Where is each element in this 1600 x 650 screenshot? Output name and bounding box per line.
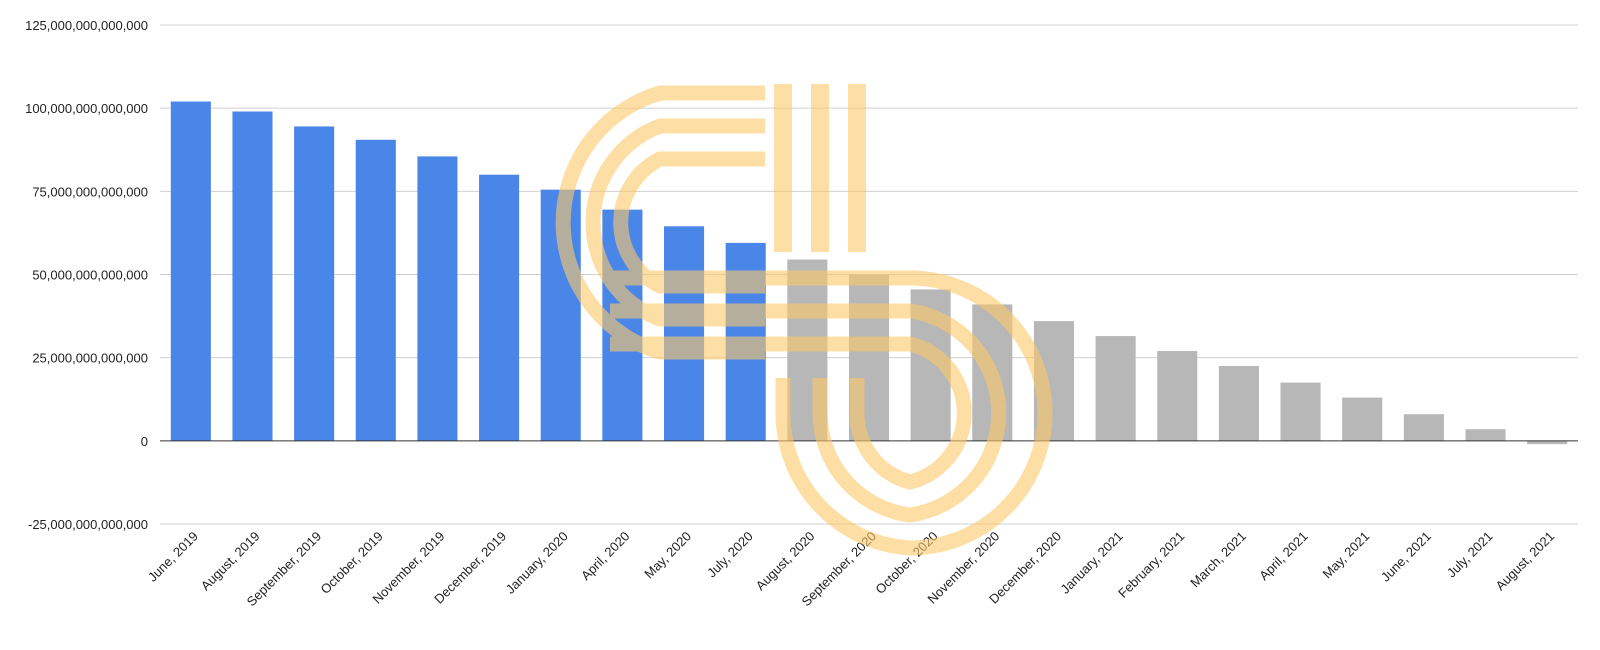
y-tick-label: 100,000,000,000,000: [25, 101, 148, 116]
x-tick-label: July, 2021: [1444, 529, 1496, 581]
bar: [170, 101, 211, 441]
x-tick-label: June, 2021: [1378, 529, 1434, 585]
y-tick-label: -25,000,000,000,000: [28, 517, 148, 532]
x-tick-label: August, 2021: [1493, 529, 1558, 594]
y-tick-label: 0: [141, 434, 148, 449]
logo-watermark-icon: [555, 84, 1053, 556]
bar: [1157, 351, 1198, 441]
watermark-arc: [610, 336, 972, 490]
bar: [1403, 414, 1444, 441]
x-tick-label: October, 2019: [318, 529, 386, 597]
x-tick-label: July, 2020: [704, 529, 756, 581]
x-tick-label: January, 2021: [1058, 529, 1126, 597]
y-tick-label: 125,000,000,000,000: [25, 18, 148, 33]
x-tick-label: May, 2021: [1319, 529, 1372, 582]
bar: [1342, 397, 1383, 441]
y-tick-label: 75,000,000,000,000: [32, 184, 148, 199]
watermark-arc: [555, 85, 765, 360]
x-tick-label: April, 2021: [1256, 529, 1311, 584]
bar: [479, 174, 520, 441]
watermark-arc: [610, 270, 1053, 556]
y-tick-label: 25,000,000,000,000: [32, 351, 148, 366]
watermark-arc: [610, 303, 1007, 523]
x-tick-label: August, 2019: [198, 529, 263, 594]
bar: [1280, 382, 1321, 441]
y-tick-label: 50,000,000,000,000: [32, 268, 148, 283]
x-tick-label: August, 2020: [753, 529, 818, 594]
x-tick-label: March, 2021: [1187, 529, 1249, 591]
bar: [1095, 336, 1136, 441]
bar: [1465, 429, 1506, 441]
bar: [664, 226, 705, 441]
bar: [294, 126, 335, 441]
bar: [232, 111, 273, 441]
watermark-bar: [848, 84, 866, 252]
x-tick-label: April, 2020: [578, 529, 633, 584]
x-tick-label: February, 2021: [1115, 529, 1187, 601]
bar: [1218, 365, 1259, 441]
y-axis-tick-labels: -25,000,000,000,000 0 25,000,000,000,000 50…: [25, 18, 148, 532]
x-tick-label: June, 2019: [145, 529, 201, 585]
bar: [355, 139, 396, 441]
watermark-bar: [811, 84, 829, 252]
watermark-bar: [774, 84, 792, 252]
x-tick-label: May, 2020: [641, 529, 694, 582]
bar: [417, 156, 458, 441]
bar: [1527, 440, 1568, 445]
x-tick-label: January, 2020: [503, 529, 571, 597]
